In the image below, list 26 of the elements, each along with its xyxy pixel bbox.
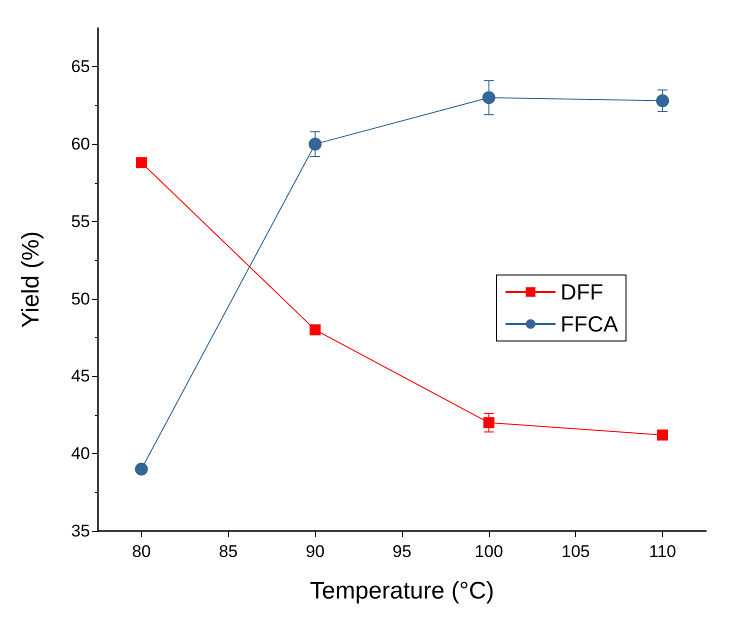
x-axis-title: Temperature (°C) [310,578,494,604]
y-tick-label: 50 [71,289,90,308]
y-tick-label: 45 [71,366,90,386]
x-tick-label: 85 [218,542,238,561]
x-tick-label: 95 [392,542,412,561]
point [482,91,496,104]
y-axis-title: Yield (%) [18,231,44,328]
x-tick-label: 105 [562,542,590,561]
point [136,157,147,168]
point [657,430,668,441]
legend-label: FFCA [560,312,618,336]
point [656,94,670,108]
legend-label: DFF [560,280,604,304]
point [308,138,322,151]
point [310,324,321,336]
point [134,462,148,476]
x-tick-label: 80 [132,542,151,561]
y-tick-label: 55 [71,212,90,231]
y-tick-label: 65 [71,57,90,76]
y-tick-label: 60 [71,134,90,154]
point [483,417,494,428]
x-tick-label: 110 [649,542,676,561]
x-tick-label: 90 [306,542,325,561]
y-tick-label: 35 [71,522,90,540]
x-tick-label: 100 [474,542,504,561]
y-tick-label: 40 [71,444,90,464]
